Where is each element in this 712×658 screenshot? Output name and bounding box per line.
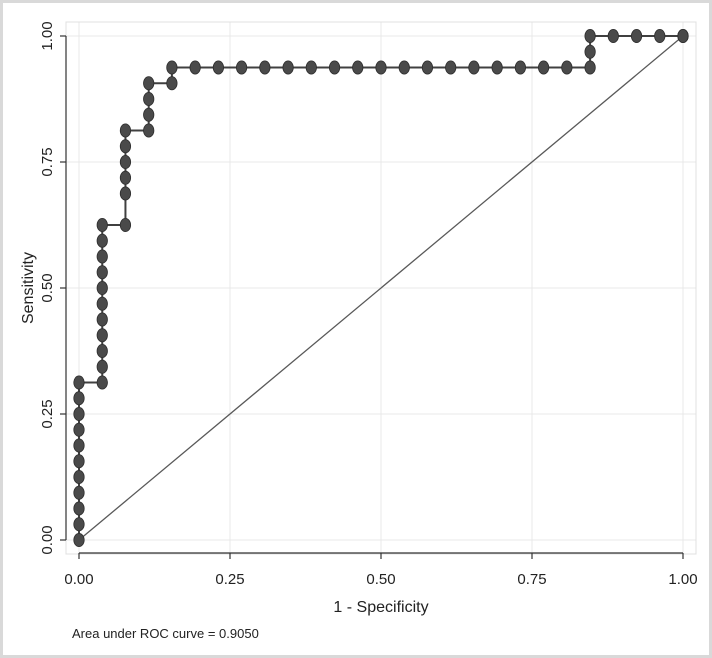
roc-point [73,391,85,406]
roc-point [73,501,85,516]
y-tick-label: 1.00 [39,21,56,50]
roc-point [282,60,294,75]
roc-curve-layer [73,28,689,548]
roc-point [398,60,410,75]
roc-point [119,217,132,232]
roc-point [73,485,85,500]
roc-point [119,186,132,201]
roc-point [73,422,85,437]
roc-point [352,60,364,75]
roc-point [119,170,132,185]
x-tick-label: 0.50 [366,571,395,588]
roc-point [584,44,596,59]
roc-point [73,406,85,421]
roc-point [212,60,225,75]
roc-point [96,217,108,232]
x-tick-label: 0.75 [517,571,546,588]
y-tick-label: 0.25 [39,399,56,428]
roc-point [73,469,85,484]
roc-point [235,60,248,75]
roc-point [305,60,317,75]
roc-point [630,28,643,43]
roc-point [96,233,108,248]
roc-point [677,28,689,43]
roc-point [96,249,108,264]
roc-point [375,60,387,75]
roc-point [143,92,155,107]
roc-point [96,343,108,358]
x-axis-title: 1 - Specificity [333,599,428,616]
roc-point [96,328,108,343]
roc-point [491,60,503,75]
y-tick-label: 0.50 [39,273,56,302]
roc-point [119,154,132,169]
roc-point [73,375,85,390]
x-tick-label: 0.25 [215,571,244,588]
auc-footnote: Area under ROC curve = 0.9050 [72,626,259,641]
roc-point [584,60,596,75]
roc-point [514,60,527,75]
roc-point [73,517,85,532]
y-axis-title: Sensitivity [20,252,37,324]
roc-point [96,280,108,295]
roc-point [119,139,132,154]
roc-point [421,60,434,75]
roc-point [73,438,85,453]
roc-point [584,28,596,43]
roc-point [96,375,108,390]
roc-point [166,76,178,91]
reference-line [78,35,684,541]
roc-point [143,76,155,91]
roc-point [654,28,666,43]
roc-point [189,60,201,75]
x-tick-label: 1.00 [668,571,697,588]
roc-point [96,359,108,374]
roc-point [143,123,155,138]
y-tick-label: 0.75 [39,147,56,176]
y-tick-label: 0.00 [39,525,56,554]
roc-point [96,265,108,280]
roc-point [119,123,132,138]
roc-point [607,28,619,43]
roc-point [259,60,271,75]
roc-point [73,454,85,469]
roc-point [445,60,457,75]
x-tick-label: 0.00 [64,571,93,588]
reference-line-layer [78,35,684,541]
roc-point [143,107,155,122]
roc-point [96,296,108,311]
roc-point [73,533,85,548]
roc-point [561,60,573,75]
roc-point [468,60,480,75]
roc-point [96,312,108,327]
roc-point [166,60,178,75]
axis-layer: 0.00 0.25 0.50 0.75 1.00 0.00 0.25 0.50 0.75 1.00 [39,21,698,588]
roc-curve-line [78,35,683,540]
roc-point [537,60,550,75]
roc-point [328,60,341,75]
